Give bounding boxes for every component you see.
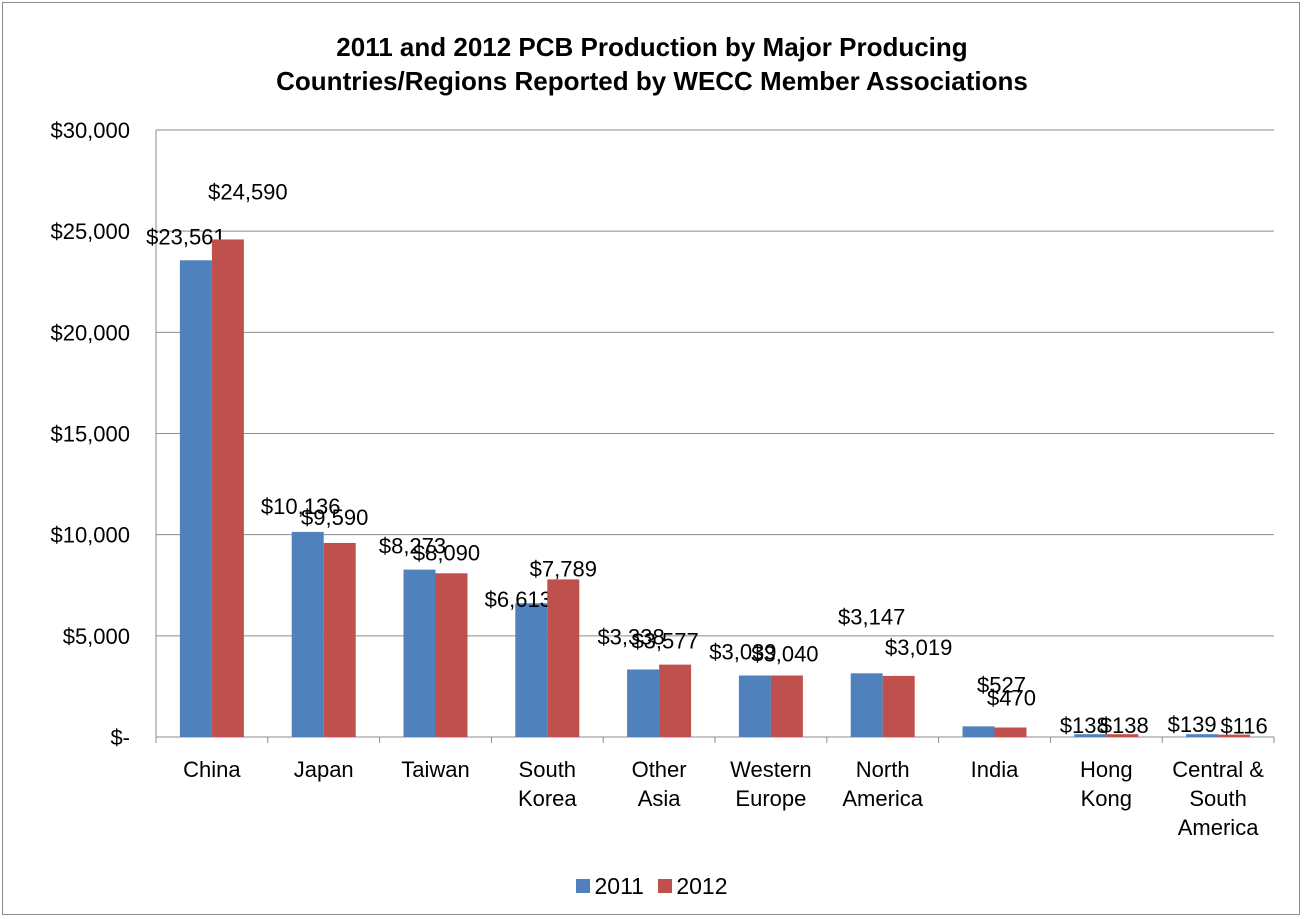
data-label-2012: $470 xyxy=(987,685,1036,710)
x-tick-label: South xyxy=(519,757,577,782)
x-tick-label: Kong xyxy=(1081,786,1132,811)
data-label-2012: $8,090 xyxy=(413,540,480,565)
data-label-2011: $3,147 xyxy=(838,604,905,629)
bar-2012 xyxy=(770,675,803,737)
bar-2012 xyxy=(994,727,1027,737)
bar-2012 xyxy=(323,542,356,737)
legend-label-2011: 2011 xyxy=(594,872,644,899)
y-tick-label: $- xyxy=(110,725,130,750)
data-label-2012: $138 xyxy=(1100,713,1149,738)
data-label-2012: $9,590 xyxy=(301,505,368,530)
x-tick-label: Asia xyxy=(638,786,682,811)
data-label-2012: $3,577 xyxy=(631,629,698,654)
data-label-2011: $139 xyxy=(1168,712,1217,737)
bar-2011 xyxy=(627,669,660,737)
bar-2011 xyxy=(403,569,436,737)
y-tick-label: $20,000 xyxy=(50,320,130,345)
x-tick-label: North xyxy=(856,757,910,782)
bar-2011 xyxy=(1186,734,1219,737)
bar-2012 xyxy=(435,573,468,737)
bar-2012 xyxy=(659,664,692,737)
y-tick-label: $10,000 xyxy=(50,523,130,548)
data-label-2012: $116 xyxy=(1220,714,1267,739)
x-tick-label: America xyxy=(842,786,923,811)
x-tick-label: Central & xyxy=(1172,757,1264,782)
bar-2011 xyxy=(179,260,212,737)
bar-2011 xyxy=(1074,734,1107,737)
x-tick-label: China xyxy=(183,757,241,782)
data-label-2012: $7,789 xyxy=(530,556,597,581)
x-tick-label: Japan xyxy=(294,757,354,782)
bar-2011 xyxy=(962,726,995,737)
x-tick-label: Other xyxy=(632,757,687,782)
legend-label-2012: 2012 xyxy=(676,872,728,899)
data-label-2011: $3,338 xyxy=(597,624,664,649)
y-tick-label: $15,000 xyxy=(50,422,130,447)
bar-2012 xyxy=(882,675,915,737)
chart-legend: 2011 2012 xyxy=(0,872,1304,900)
x-tick-label: Hong xyxy=(1080,757,1133,782)
bar-2011 xyxy=(515,603,548,737)
chart-title: 2011 and 2012 PCB Production by Major Pr… xyxy=(0,30,1304,98)
bar-2012 xyxy=(211,239,244,737)
bar-2012 xyxy=(1218,734,1251,737)
chart-title-line-1: 2011 and 2012 PCB Production by Major Pr… xyxy=(336,32,968,62)
x-tick-label: India xyxy=(971,757,1019,782)
x-tick-label: America xyxy=(1178,815,1259,840)
legend-swatch-2012 xyxy=(658,879,673,893)
chart-title-line-2: Countries/Regions Reported by WECC Membe… xyxy=(276,66,1028,96)
bar-2012 xyxy=(547,579,580,737)
x-tick-label: Europe xyxy=(735,786,806,811)
x-tick-label: South xyxy=(1189,786,1247,811)
x-tick-label: Korea xyxy=(518,786,577,811)
data-label-2011: $6,613 xyxy=(485,587,552,612)
data-label-2011: $8,273 xyxy=(379,534,446,559)
data-label-2012: $24,590 xyxy=(208,179,288,204)
data-label-2011: $138 xyxy=(1060,713,1109,738)
bar-2011 xyxy=(738,675,771,737)
y-tick-label: $25,000 xyxy=(50,219,130,244)
legend-swatch-2011 xyxy=(576,879,591,893)
x-tick-label: Taiwan xyxy=(401,757,469,782)
data-label-2012: $3,040 xyxy=(751,641,818,666)
bar-2011 xyxy=(291,531,324,737)
y-tick-label: $30,000 xyxy=(50,118,130,143)
legend-item-2012: 2012 xyxy=(658,872,728,900)
y-tick-label: $5,000 xyxy=(63,624,130,649)
data-label-2012: $3,019 xyxy=(885,635,952,660)
data-label-2011: $10,136 xyxy=(261,494,341,519)
x-tick-label: Western xyxy=(730,757,812,782)
bar-2011 xyxy=(850,673,883,737)
data-label-2011: $3,039 xyxy=(709,640,776,665)
data-label-2011: $527 xyxy=(977,672,1026,697)
legend-item-2011: 2011 xyxy=(576,872,644,900)
bar-2012 xyxy=(1106,734,1139,737)
